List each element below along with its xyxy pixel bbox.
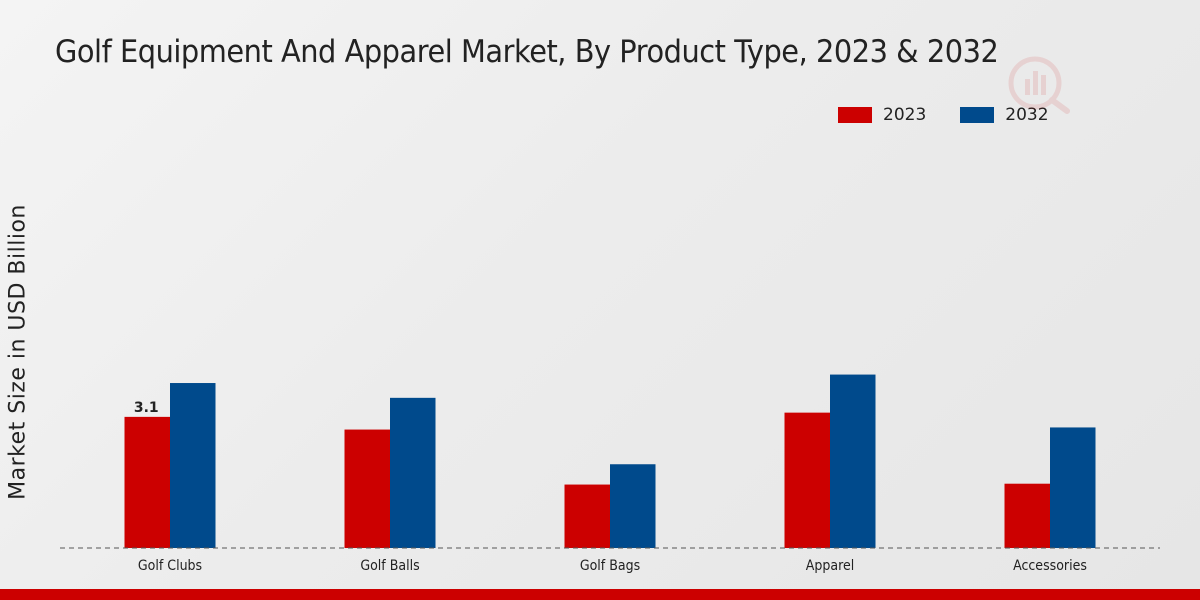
- bar-golf-balls-2023: [344, 429, 390, 548]
- legend-swatch-2023: [838, 107, 872, 123]
- x-tick-label-golf-clubs: Golf Clubs: [138, 558, 202, 574]
- x-tick-label-golf-bags: Golf Bags: [580, 558, 640, 574]
- x-tick-label-golf-balls: Golf Balls: [360, 558, 419, 574]
- bar-accessories-2032: [1050, 427, 1096, 548]
- watermark-logo-icon: [1008, 56, 1070, 114]
- bar-apparel-2023: [784, 412, 830, 548]
- bottom-accent-bar: [0, 589, 1200, 600]
- legend: 2023 2032: [838, 104, 1049, 126]
- x-tick-label-apparel: Apparel: [806, 558, 854, 574]
- x-tick-label-accessories: Accessories: [1013, 558, 1087, 574]
- chart-title: Golf Equipment And Apparel Market, By Pr…: [55, 34, 999, 70]
- legend-item-2023[interactable]: 2023: [838, 105, 926, 125]
- bar-accessories-2023: [1004, 483, 1050, 548]
- bar-apparel-2032: [830, 374, 876, 548]
- legend-label-2032: 2032: [1005, 105, 1049, 125]
- bar-golf-bags-2032: [610, 464, 656, 548]
- bar-golf-balls-2032: [390, 397, 436, 548]
- legend-item-2032[interactable]: 2032: [960, 105, 1049, 125]
- legend-label-2023: 2023: [883, 105, 927, 125]
- bar-golf-clubs-2023: [124, 416, 170, 548]
- data-label-golf-clubs-2023: 3.1: [134, 400, 159, 416]
- bar-golf-bags-2023: [564, 484, 610, 548]
- bar-golf-clubs-2032: [170, 383, 216, 548]
- legend-swatch-2032: [960, 107, 995, 123]
